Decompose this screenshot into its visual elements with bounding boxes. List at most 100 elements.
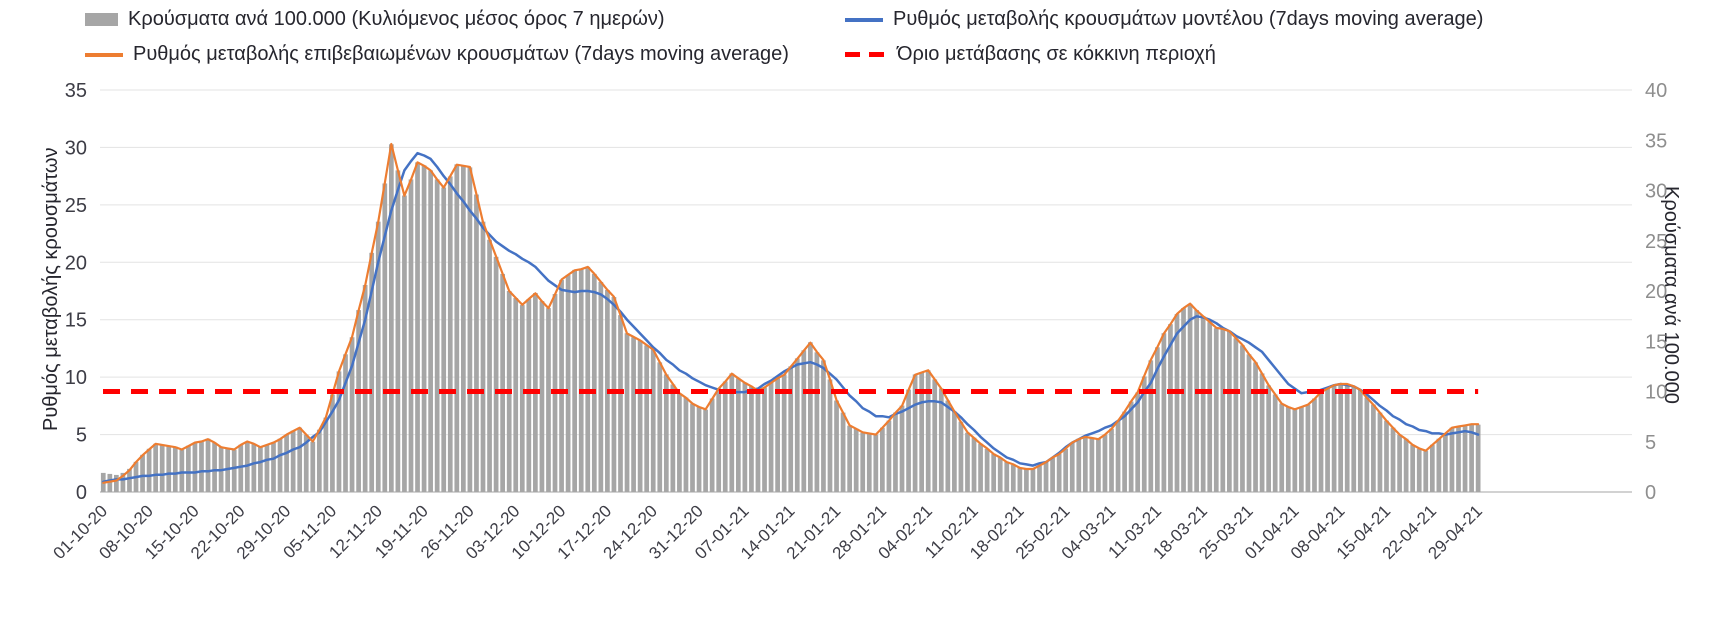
case-bar xyxy=(1469,424,1474,492)
case-bar xyxy=(1377,412,1383,492)
case-bar xyxy=(1004,461,1010,492)
case-bar xyxy=(1436,438,1442,492)
case-bar xyxy=(657,362,663,492)
case-bar xyxy=(637,340,643,492)
case-bar xyxy=(1154,347,1160,492)
case-bar xyxy=(238,444,244,492)
case-bar xyxy=(886,420,892,492)
case-bar xyxy=(349,337,355,492)
case-bar xyxy=(755,390,761,492)
case-bar xyxy=(749,386,754,492)
y-right-tick-label: 10 xyxy=(1645,382,1667,404)
case-bar xyxy=(650,349,656,492)
case-bar xyxy=(716,388,722,492)
case-bar xyxy=(1168,324,1173,492)
case-bar xyxy=(290,430,296,492)
y-right-tick-label: 40 xyxy=(1645,80,1667,102)
case-bar xyxy=(1024,468,1029,492)
case-bar xyxy=(873,434,879,492)
case-bar xyxy=(893,412,898,492)
case-bar xyxy=(677,393,682,492)
case-bar xyxy=(1220,329,1226,492)
case-bar xyxy=(1246,354,1252,492)
case-bar xyxy=(1253,362,1258,492)
case-bar xyxy=(447,176,453,492)
case-bar xyxy=(1423,450,1429,492)
case-bar xyxy=(1331,385,1337,492)
case-bar xyxy=(1069,442,1075,492)
case-bar xyxy=(1181,308,1186,492)
case-bar xyxy=(1325,388,1330,492)
case-bar xyxy=(480,221,486,492)
case-bar xyxy=(159,444,165,492)
threshold-swatch-icon xyxy=(845,52,887,57)
case-bar xyxy=(788,366,794,492)
case-bar xyxy=(205,438,211,492)
y-right-tick-label: 0 xyxy=(1645,482,1656,504)
case-bar xyxy=(899,405,905,492)
case-bar xyxy=(853,428,859,492)
case-bar xyxy=(1240,345,1245,492)
case-bar xyxy=(258,446,263,492)
case-bar xyxy=(212,442,217,492)
legend-item-model-rate: Ρυθμός μεταβολής κρουσμάτων μοντέλου (7d… xyxy=(845,8,1483,31)
case-bar xyxy=(454,164,460,492)
case-bar xyxy=(1102,434,1108,492)
case-bar xyxy=(663,374,669,492)
case-bar xyxy=(1076,438,1082,492)
case-bar xyxy=(539,301,545,492)
case-bar xyxy=(1449,427,1455,492)
model-line-swatch-icon xyxy=(845,17,883,22)
legend-item-confirmed-rate: Ρυθμός μεταβολής επιβεβαιωμένων κρουσμάτ… xyxy=(85,43,845,66)
case-bar xyxy=(866,433,872,492)
case-bar xyxy=(500,273,505,492)
case-bar xyxy=(1272,394,1278,492)
case-bar xyxy=(978,443,983,492)
y-left-tick-label: 0 xyxy=(76,482,87,504)
case-bar xyxy=(146,448,152,492)
case-bar xyxy=(775,378,780,492)
case-bar xyxy=(1344,384,1350,492)
case-bar xyxy=(1410,444,1416,492)
y-left-tick-label: 30 xyxy=(65,137,87,159)
case-bar xyxy=(1030,468,1036,492)
case-bar xyxy=(434,179,440,492)
case-bar xyxy=(1364,397,1370,492)
case-bar xyxy=(1122,411,1127,492)
confirmed-rate-line xyxy=(102,142,1480,484)
case-bar xyxy=(271,442,276,492)
case-bar xyxy=(585,266,591,492)
y-left-tick-label: 10 xyxy=(65,367,87,389)
case-bar xyxy=(1082,436,1088,492)
case-bar xyxy=(781,374,787,492)
case-bar xyxy=(546,308,551,492)
case-bar xyxy=(513,298,519,492)
y-left-tick-label: 25 xyxy=(65,195,87,217)
case-bar xyxy=(408,179,414,492)
case-bar xyxy=(244,441,250,492)
case-bar xyxy=(801,350,807,492)
bar-swatch-icon xyxy=(85,13,118,26)
case-bar xyxy=(1416,448,1422,492)
case-bar xyxy=(1141,376,1147,492)
case-bar xyxy=(624,333,630,492)
case-bar xyxy=(1259,373,1265,492)
case-bar xyxy=(127,468,132,492)
case-bar xyxy=(1017,467,1023,492)
case-bar xyxy=(1207,322,1213,492)
case-bar xyxy=(1135,392,1141,492)
case-bar xyxy=(310,441,316,492)
case-bar xyxy=(834,400,839,492)
y-right-tick-label: 15 xyxy=(1645,331,1667,353)
case-bar xyxy=(1194,310,1199,492)
case-bar xyxy=(965,432,970,492)
case-bar xyxy=(1312,398,1317,492)
case-bar xyxy=(356,310,361,492)
legend-item-red-zone-threshold: Όριο μετάβασης σε κόκκινη περιοχή xyxy=(845,43,1483,66)
case-bar xyxy=(421,165,427,492)
case-bar xyxy=(395,170,401,492)
case-bar xyxy=(1037,465,1042,492)
case-bar xyxy=(369,252,375,492)
case-bar xyxy=(1187,304,1193,492)
